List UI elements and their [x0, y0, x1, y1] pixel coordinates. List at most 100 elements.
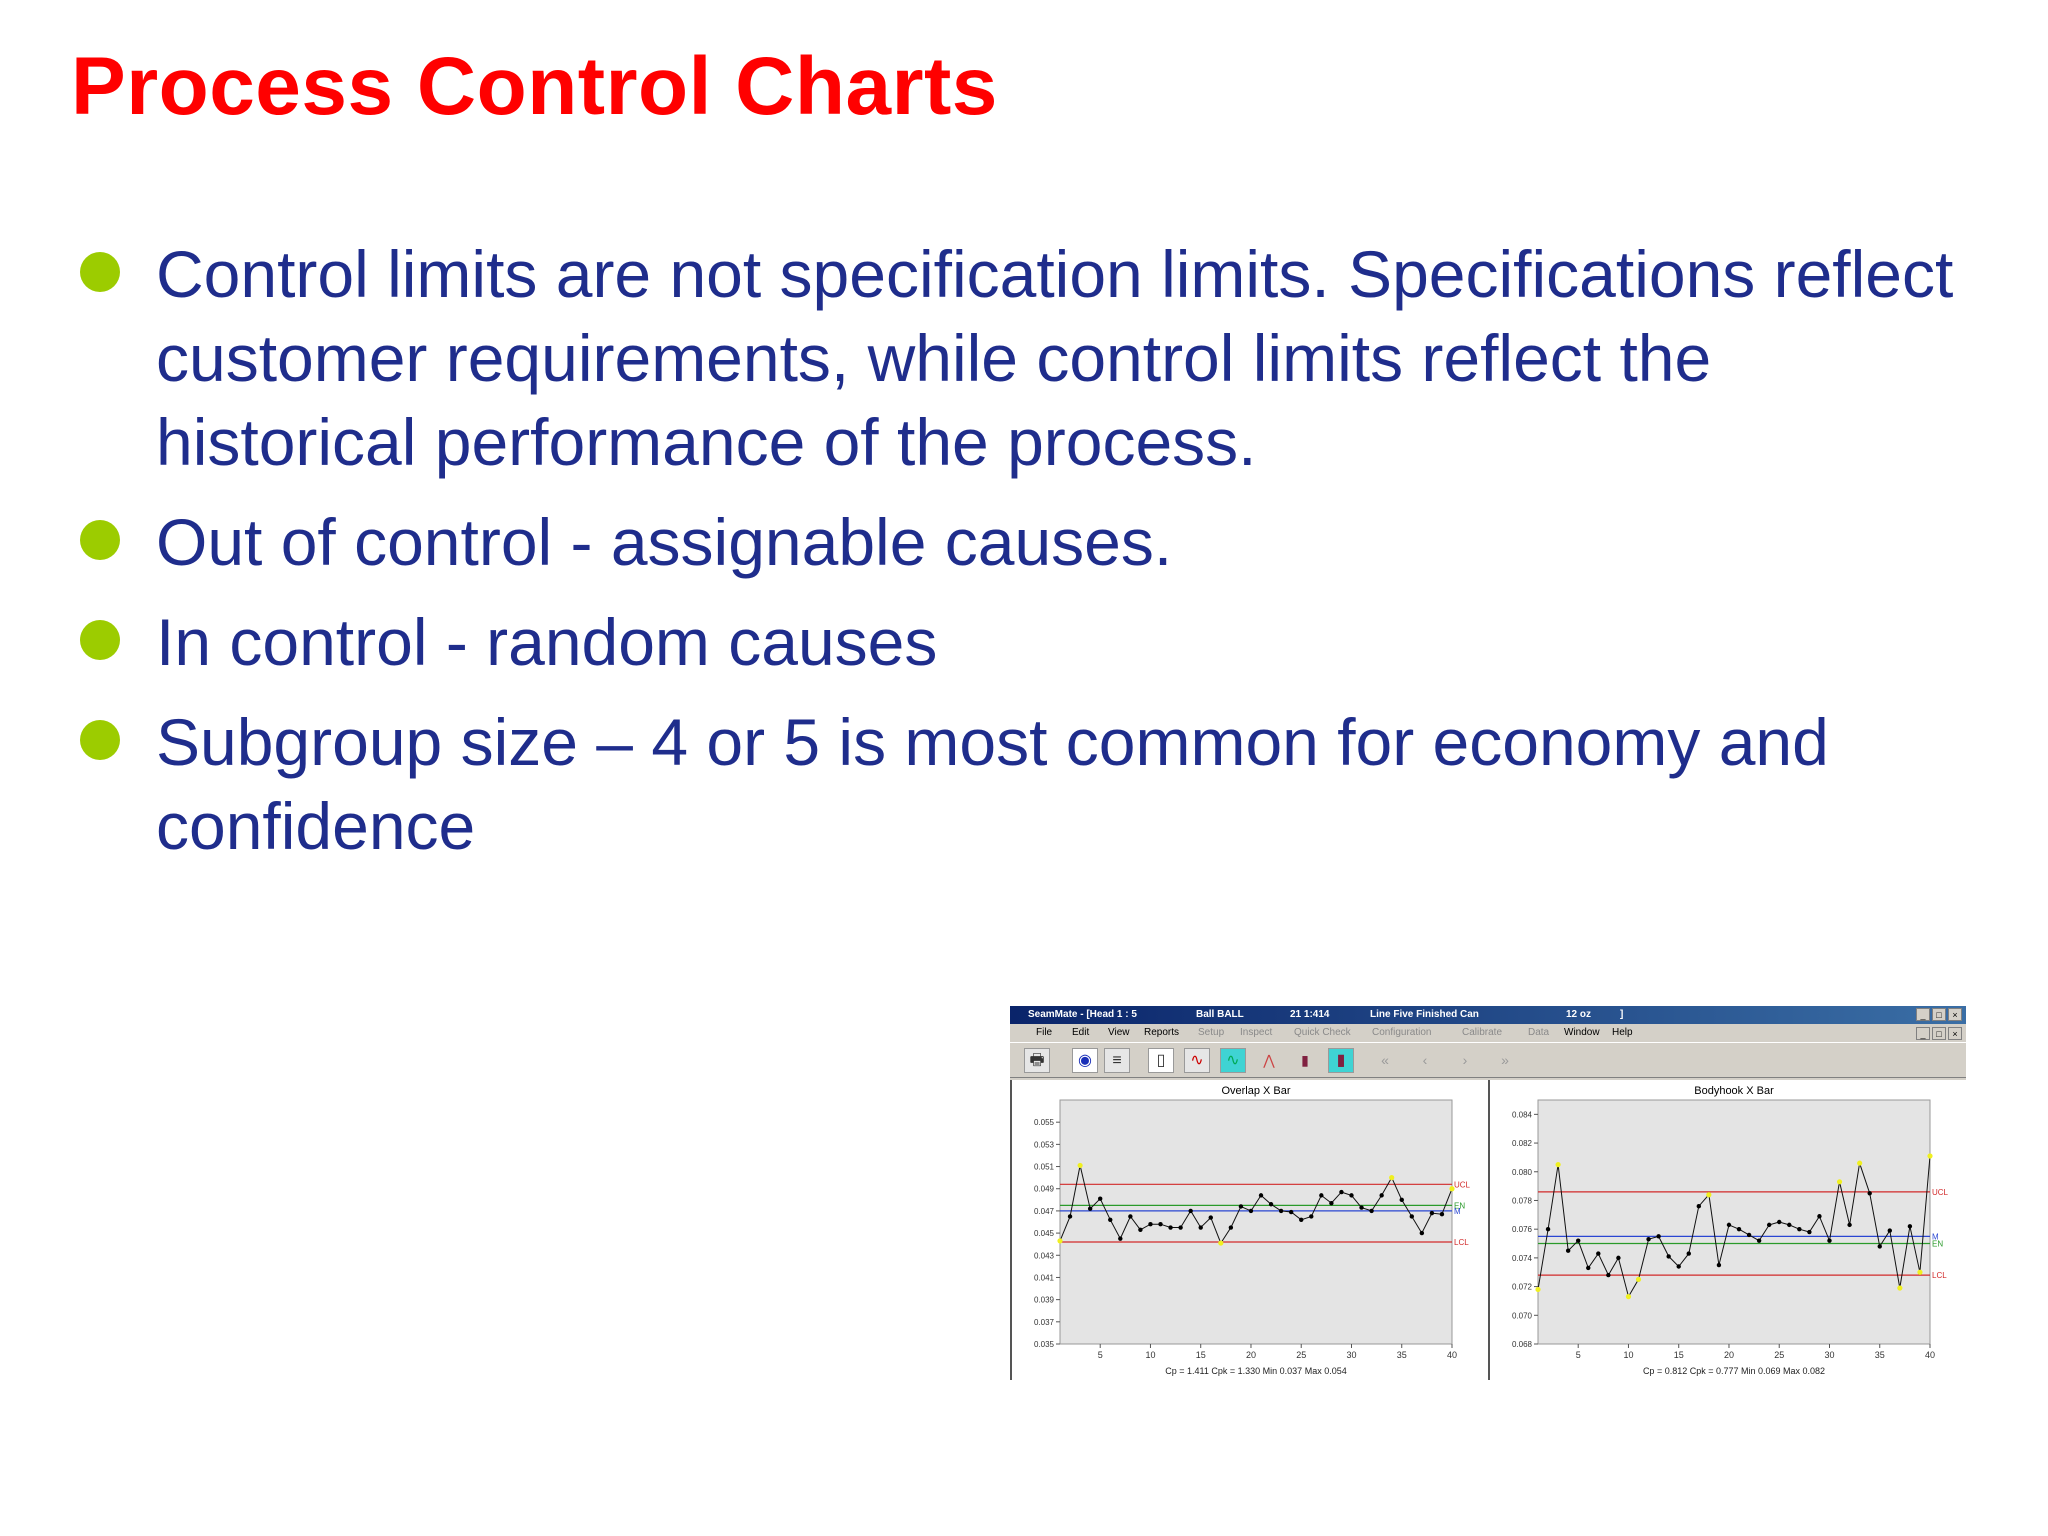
data-point: [1349, 1193, 1354, 1198]
control-line-label: LCL: [1932, 1271, 1947, 1280]
menu-file[interactable]: File: [1036, 1027, 1053, 1038]
menu-bar: _ □ × File Edit View Reports Setup Inspect Qui…: [1010, 1024, 1966, 1042]
data-point: [1777, 1219, 1782, 1225]
xy-chart-icon[interactable]: ⋀: [1263, 1052, 1275, 1068]
id-label: 21 1:414: [1290, 1009, 1330, 1020]
data-point: [1807, 1229, 1812, 1235]
data-point: [1867, 1191, 1872, 1196]
bodyhook-xbar-chart: Bodyhook X Bar 0.068 0.070 0.072 0.074 0.076 0…: [1488, 1080, 1966, 1380]
menu-reports[interactable]: Reports: [1144, 1027, 1180, 1038]
data-point: [1429, 1210, 1435, 1216]
data-point: [1299, 1217, 1304, 1222]
first-icon[interactable]: «: [1381, 1052, 1389, 1068]
maximize-button[interactable]: □: [1932, 1008, 1946, 1021]
out-of-control-point: [1857, 1160, 1863, 1166]
next-icon[interactable]: ›: [1462, 1052, 1468, 1068]
data-point: [1787, 1222, 1792, 1228]
x-tick-label: 30: [1824, 1350, 1834, 1360]
y-tick-label: 0.041: [1034, 1273, 1055, 1282]
data-point: [1817, 1214, 1822, 1219]
bullet-item: In control - random causes: [80, 600, 1980, 684]
data-point: [1887, 1228, 1892, 1233]
data-point: [1616, 1255, 1621, 1261]
data-point: [1168, 1225, 1173, 1230]
data-point: [1676, 1264, 1681, 1269]
data-point: [1268, 1202, 1274, 1207]
menu-inspect[interactable]: Inspect: [1240, 1027, 1273, 1038]
control-line-label: EN: [1932, 1240, 1943, 1249]
y-tick-label: 0.049: [1034, 1185, 1055, 1194]
eye-icon[interactable]: ◉: [1072, 1048, 1098, 1073]
list-icon[interactable]: ≡: [1104, 1048, 1130, 1073]
data-point: [1339, 1189, 1344, 1195]
data-point: [1399, 1197, 1404, 1203]
data-series-line: [1059, 1165, 1453, 1245]
menu-help[interactable]: Help: [1612, 1027, 1633, 1038]
y-tick-label: 0.051: [1034, 1163, 1055, 1172]
y-tick-label: 0.039: [1034, 1296, 1055, 1305]
bullet-text: Subgroup size – 4 or 5 is most common fo…: [156, 705, 1829, 863]
x-tick-label: 20: [1246, 1350, 1256, 1360]
data-point: [1138, 1227, 1143, 1232]
data-point: [1248, 1208, 1254, 1214]
page-icon[interactable]: ▯: [1148, 1048, 1174, 1073]
x-tick-label: 5: [1098, 1350, 1103, 1360]
y-tick-label: 0.047: [1034, 1207, 1055, 1216]
last-icon[interactable]: »: [1501, 1052, 1509, 1068]
doc-close-button[interactable]: ×: [1948, 1027, 1962, 1040]
data-point: [1726, 1222, 1732, 1228]
bar-chart-active-icon[interactable]: ▮: [1328, 1048, 1354, 1073]
data-point: [1439, 1212, 1445, 1217]
menu-data[interactable]: Data: [1528, 1027, 1550, 1038]
data-point: [1797, 1226, 1802, 1232]
control-line-label: EN: [1454, 1201, 1465, 1210]
data-point: [1158, 1222, 1163, 1227]
bullet-dot-icon: [80, 252, 120, 292]
out-of-control-point: [1057, 1238, 1063, 1244]
y-tick-label: 0.037: [1034, 1318, 1055, 1327]
prev-icon[interactable]: ‹: [1422, 1052, 1428, 1068]
y-tick-label: 0.078: [1512, 1196, 1533, 1205]
control-line-label: LCL: [1454, 1238, 1469, 1247]
out-of-control-point: [1836, 1179, 1843, 1185]
app-title: SeamMate - [Head 1 : 5: [1028, 1009, 1137, 1020]
menu-quick-check[interactable]: Quick Check: [1294, 1027, 1351, 1038]
data-point: [1278, 1208, 1284, 1214]
data-point: [1827, 1238, 1832, 1243]
menu-configuration[interactable]: Configuration: [1372, 1027, 1432, 1038]
out-of-control-point: [1706, 1192, 1712, 1198]
data-point: [1228, 1225, 1234, 1230]
doc-maximize-button[interactable]: □: [1932, 1027, 1946, 1040]
overlap-xbar-chart-svg: Overlap X Bar 0.035 0.037 0.039 0.041 0.043 0.…: [1034, 1085, 1471, 1376]
app-screenshot-window: SeamMate - [Head 1 : 5 Ball BALL 21 1:41…: [1010, 1006, 1966, 1380]
doc-minimize-button[interactable]: _: [1916, 1027, 1930, 1040]
bullet-item: Control limits are not specification lim…: [80, 232, 1980, 484]
x-tick-label: 25: [1774, 1350, 1784, 1360]
line-chart-active-icon[interactable]: ∿: [1220, 1048, 1246, 1073]
y-tick-label: 0.076: [1512, 1225, 1533, 1234]
printer-icon[interactable]: 🖶: [1024, 1048, 1050, 1073]
close-button[interactable]: ×: [1948, 1008, 1962, 1021]
x-tick-label: 35: [1875, 1350, 1885, 1360]
plot-area: [1059, 1099, 1453, 1345]
data-point: [1188, 1208, 1193, 1214]
data-point: [1877, 1244, 1882, 1249]
y-tick-label: 0.084: [1512, 1110, 1533, 1119]
data-point: [1766, 1222, 1772, 1228]
menu-view[interactable]: View: [1108, 1027, 1130, 1038]
data-point: [1666, 1254, 1671, 1259]
menu-setup[interactable]: Setup: [1198, 1027, 1225, 1038]
x-tick-label: 10: [1623, 1350, 1633, 1360]
toolbar: 🖶 ◉ ≡ ▯ ∿ ∿ ⋀ ▮ ▮ « ‹ › »: [1010, 1042, 1966, 1078]
menu-calibrate[interactable]: Calibrate: [1462, 1027, 1503, 1038]
line-label: Line Five Finished Can: [1370, 1009, 1479, 1020]
minimize-button[interactable]: _: [1916, 1008, 1930, 1021]
menu-window[interactable]: Window: [1564, 1027, 1600, 1038]
data-point: [1606, 1272, 1611, 1278]
data-point: [1369, 1208, 1374, 1214]
line-chart-icon[interactable]: ∿: [1184, 1048, 1210, 1073]
data-point: [1178, 1225, 1183, 1230]
chart-title: Bodyhook X Bar: [1694, 1085, 1774, 1097]
menu-edit[interactable]: Edit: [1072, 1027, 1090, 1038]
bar-chart-icon[interactable]: ▮: [1301, 1052, 1309, 1068]
